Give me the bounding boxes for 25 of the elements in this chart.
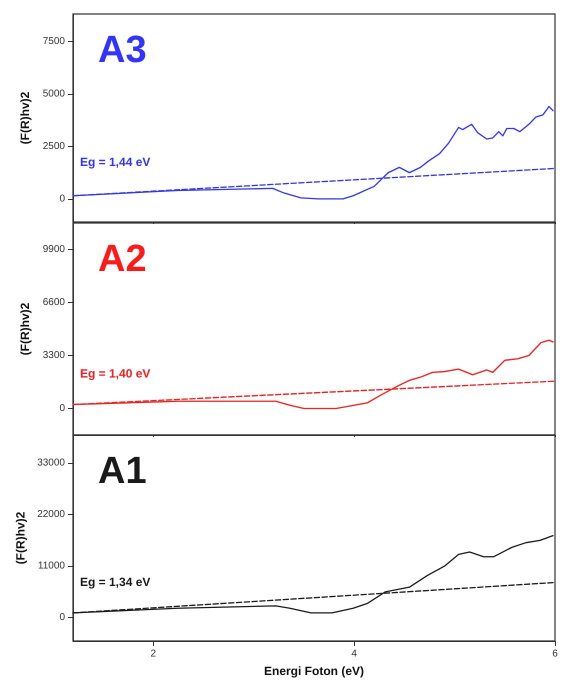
chart-title: A3 xyxy=(98,29,147,71)
annotation: Eg = 1,34 eV xyxy=(80,575,150,590)
annotation: Eg = 1,44 eV xyxy=(80,154,150,169)
y-axis-title: (F(R)hv)2 xyxy=(13,511,28,564)
y-tick-label: 9900 xyxy=(42,244,66,255)
y-tick-label: 0 xyxy=(59,193,66,204)
chart-title: A2 xyxy=(98,238,147,280)
x-tick-label: 2 xyxy=(150,648,157,660)
y-tick-label: 6600 xyxy=(42,297,66,308)
x-tick-label: 6 xyxy=(552,648,558,660)
y-axis-title: (F(R)hv)2 xyxy=(18,302,32,356)
y-axis-title: (F(R)hv)2 xyxy=(18,91,32,144)
y-tick-label: 2500 xyxy=(42,140,66,152)
y-tick-label: 5000 xyxy=(42,88,66,100)
y-tick-label: 7500 xyxy=(42,36,66,47)
annotation: Eg = 1,40 eV xyxy=(80,366,150,381)
y-tick-label: 22000 xyxy=(37,509,66,520)
y-tick-label: 11000 xyxy=(38,560,66,572)
y-tick-label: 0 xyxy=(59,403,66,414)
x-tick-label: 4 xyxy=(351,648,358,660)
x-axis-title: Energi Foton (eV) xyxy=(264,664,364,678)
y-tick-label: 33000 xyxy=(37,458,66,469)
y-tick-label: 3300 xyxy=(42,350,66,361)
y-tick-label: 0 xyxy=(59,612,66,624)
chart-title: A1 xyxy=(98,450,147,492)
